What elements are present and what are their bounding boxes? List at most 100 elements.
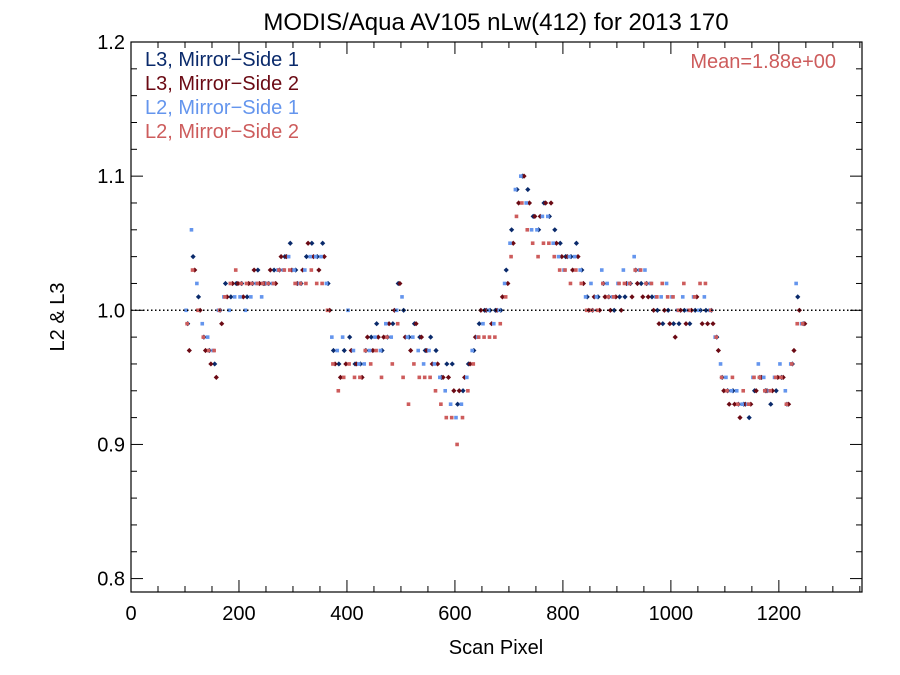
data-point: [309, 240, 315, 246]
data-point: [563, 268, 567, 272]
data-point: [195, 294, 202, 300]
data-point: [444, 415, 449, 420]
data-point: [341, 375, 346, 380]
data-point: [574, 268, 578, 272]
data-point: [613, 294, 619, 300]
data-point: [599, 268, 604, 272]
data-point: [212, 361, 218, 367]
data-point: [509, 227, 515, 233]
data-point: [352, 375, 357, 380]
data-point: [454, 415, 458, 420]
data-point: [667, 321, 673, 327]
data-point: [536, 254, 540, 259]
data-point: [212, 348, 216, 353]
data-point: [633, 268, 638, 272]
data-point: [278, 254, 284, 260]
data-point: [579, 281, 584, 286]
legend-entry: L3, Mirror−Side 1: [145, 49, 299, 71]
data-point: [260, 281, 265, 286]
data-point: [337, 374, 344, 380]
data-point: [545, 214, 550, 219]
data-point: [455, 401, 461, 407]
data-point: [795, 321, 800, 326]
data-point: [427, 348, 431, 353]
data-point: [763, 388, 767, 393]
data-point: [416, 348, 421, 353]
y-tick-label: 0.8: [97, 569, 125, 591]
data-point: [654, 307, 660, 313]
data-point: [395, 321, 400, 326]
data-point: [476, 321, 482, 327]
data-point: [336, 361, 342, 367]
data-point: [719, 375, 724, 380]
data-point: [305, 240, 311, 246]
legend: L3, Mirror−Side 1L3, Mirror−Side 2L2, Mi…: [145, 49, 299, 143]
data-point: [520, 201, 524, 205]
data-point: [551, 241, 555, 246]
data-point: [243, 308, 248, 313]
x-tick-label: 1200: [757, 603, 802, 625]
x-tick-label: 600: [438, 603, 471, 625]
data-point: [540, 214, 545, 219]
data-point: [406, 402, 411, 406]
data-point: [244, 294, 250, 300]
data-point: [737, 415, 743, 421]
data-point: [455, 442, 459, 447]
data-point: [773, 388, 779, 394]
legend-entry: L2, Mirror−Side 2: [145, 121, 299, 143]
data-point: [742, 401, 748, 407]
data-point: [541, 241, 546, 246]
data-point: [800, 321, 805, 326]
data-point: [435, 361, 441, 367]
data-point: [660, 281, 665, 286]
data-point: [682, 281, 686, 286]
data-point: [746, 402, 751, 406]
data-point: [223, 295, 227, 299]
data-point: [324, 281, 329, 286]
data-point: [589, 281, 593, 286]
data-point: [553, 240, 560, 246]
data-point: [680, 295, 685, 299]
data-point: [703, 307, 709, 313]
data-point: [294, 280, 300, 287]
data-point: [381, 334, 387, 340]
data-point: [672, 334, 678, 340]
data-point: [228, 281, 233, 286]
data-point: [347, 334, 353, 340]
data-point: [405, 335, 410, 339]
data-point: [616, 294, 623, 300]
data-point: [530, 241, 535, 246]
data-point: [761, 375, 766, 380]
data-point: [313, 254, 318, 259]
data-point: [320, 240, 326, 246]
plot-frame: [130, 41, 863, 593]
data-point: [287, 268, 292, 272]
data-point: [335, 348, 340, 353]
data-point: [418, 334, 425, 340]
data-point: [791, 347, 797, 354]
data-point: [595, 308, 600, 313]
data-point: [559, 254, 565, 260]
data-point: [502, 281, 507, 286]
data-point: [578, 268, 582, 272]
data-point: [547, 241, 551, 246]
data-point: [618, 307, 624, 313]
data-point: [725, 388, 729, 393]
data-point: [411, 335, 415, 339]
data-point: [267, 267, 273, 273]
data-point: [736, 402, 740, 406]
data-point: [664, 281, 669, 286]
data-point: [655, 295, 659, 299]
data-point: [790, 362, 794, 366]
data-point: [408, 347, 414, 354]
data-point: [583, 295, 588, 299]
data-point: [602, 294, 608, 300]
data-point: [363, 348, 368, 353]
data-point: [438, 375, 442, 380]
data-point: [516, 200, 522, 206]
data-point: [309, 268, 314, 272]
data-point: [768, 401, 774, 407]
data-point: [769, 388, 775, 394]
data-point: [202, 347, 209, 354]
data-point: [444, 361, 450, 367]
